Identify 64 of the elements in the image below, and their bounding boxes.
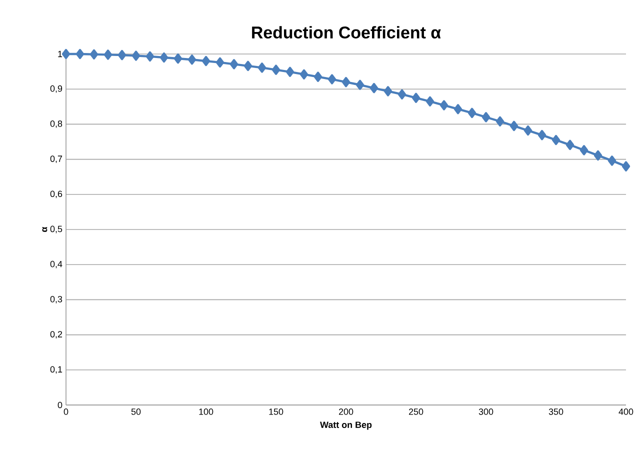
y-tick-label: 0,4 bbox=[50, 260, 62, 268]
point bbox=[104, 50, 112, 60]
x-tick-label: 300 bbox=[478, 408, 494, 415]
point bbox=[188, 54, 196, 65]
point bbox=[328, 74, 336, 84]
point bbox=[580, 145, 588, 156]
point bbox=[62, 48, 70, 60]
y-tick-label: 0,8 bbox=[50, 120, 62, 128]
point bbox=[314, 72, 322, 82]
point bbox=[412, 92, 420, 103]
x-axis-title: Watt on Bep bbox=[320, 422, 372, 430]
point bbox=[118, 50, 126, 60]
point bbox=[538, 130, 546, 140]
point bbox=[398, 89, 406, 100]
point bbox=[426, 96, 434, 106]
point bbox=[356, 80, 364, 90]
y-tick-label: 0,1 bbox=[50, 366, 62, 374]
point bbox=[440, 100, 448, 110]
point bbox=[286, 66, 294, 77]
point bbox=[174, 53, 182, 64]
x-tick-label: 350 bbox=[548, 408, 564, 415]
point bbox=[594, 150, 602, 161]
point bbox=[230, 59, 238, 70]
y-tick-label: 1 bbox=[58, 50, 62, 58]
y-tick-label: 0,5 bbox=[50, 226, 62, 234]
point bbox=[216, 57, 224, 68]
x-tick-label: 50 bbox=[131, 408, 141, 415]
point bbox=[524, 125, 532, 136]
y-tick-label: 0,3 bbox=[50, 296, 62, 304]
point bbox=[202, 56, 210, 66]
point bbox=[272, 64, 280, 75]
y-tick-label: 0,9 bbox=[50, 85, 62, 93]
point bbox=[384, 86, 392, 96]
chart-title: Reduction Coefficient α bbox=[252, 26, 441, 39]
point bbox=[454, 104, 462, 114]
point bbox=[468, 108, 476, 118]
y-tick-label: 0,7 bbox=[50, 156, 62, 163]
x-tick-label: 0 bbox=[64, 408, 68, 415]
point bbox=[132, 50, 140, 61]
point bbox=[566, 140, 574, 150]
x-tick-label: 200 bbox=[338, 408, 354, 415]
point bbox=[160, 52, 168, 63]
x-tick-label: 400 bbox=[618, 408, 634, 415]
x-tick-label: 250 bbox=[408, 408, 424, 415]
point bbox=[76, 48, 84, 60]
y-tick-label: 0,2 bbox=[50, 331, 62, 338]
y-axis-title: α bbox=[42, 226, 48, 232]
point bbox=[370, 82, 378, 94]
point bbox=[510, 120, 518, 132]
x-tick-label: 150 bbox=[269, 408, 284, 415]
point bbox=[90, 49, 98, 60]
point bbox=[300, 69, 308, 80]
point bbox=[482, 112, 490, 122]
x-tick-label: 100 bbox=[199, 408, 214, 415]
point bbox=[244, 60, 252, 72]
point bbox=[342, 76, 350, 88]
point bbox=[496, 116, 504, 126]
y-tick-label: 0,6 bbox=[50, 190, 62, 198]
point bbox=[608, 156, 616, 166]
point bbox=[622, 161, 630, 172]
point bbox=[258, 62, 266, 73]
y-tick-label: 0 bbox=[58, 402, 62, 408]
point bbox=[146, 51, 154, 62]
point bbox=[552, 134, 560, 146]
